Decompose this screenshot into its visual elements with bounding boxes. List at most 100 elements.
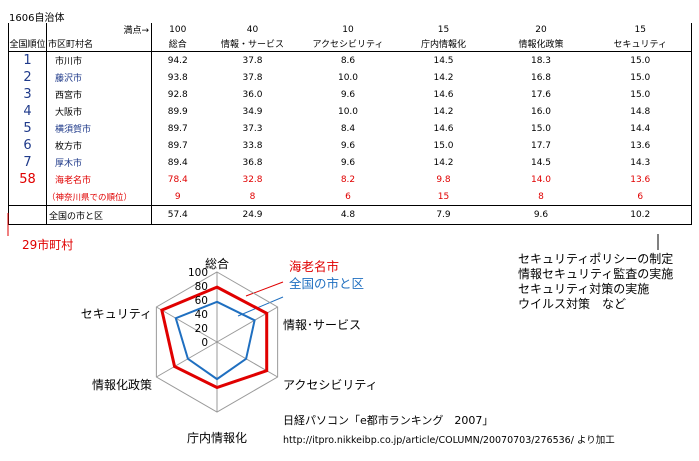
- value-cell: 36.0: [242, 89, 263, 100]
- value-cell: 93.8: [167, 72, 188, 83]
- value-cell: 33.8: [242, 140, 263, 151]
- value-cell: 37.8: [242, 55, 263, 66]
- value-cell: 14.2: [433, 157, 454, 168]
- radar-grid: [155, 271, 279, 413]
- value-cell: 7.9: [394, 205, 493, 225]
- value-cell: 14.4: [589, 120, 692, 137]
- city-name: 厚木市: [46, 154, 152, 171]
- table-row: 6 枚方市 89.7 33.8 9.6 15.0 17.7 13.6: [8, 137, 692, 154]
- value-cell: 6: [345, 191, 351, 202]
- value-cell: 10.2: [589, 205, 692, 225]
- city-name: 西宮市: [46, 86, 152, 103]
- value-cell: 92.8: [167, 89, 188, 100]
- axis-label: セキュリティ: [81, 307, 152, 321]
- caption: 1606自治体: [9, 13, 65, 24]
- value-cell: 89.9: [167, 106, 188, 117]
- value-cell: 9.8: [436, 174, 451, 185]
- value-cell: 15.0: [589, 51, 692, 69]
- value-cell: 9.6: [340, 140, 356, 151]
- value-cell: 89.7: [167, 123, 188, 134]
- value-cell: 14.0: [530, 174, 552, 185]
- tick-label: 80: [195, 281, 208, 293]
- value-cell: 16.0: [530, 106, 552, 117]
- legend-national: 全国の市と区: [289, 276, 365, 291]
- ranking-table: 満点→ 100 40 10 15 20 15 全国順位 市区町村名 総合 情報・…: [8, 23, 692, 225]
- value-cell: 15.0: [433, 140, 454, 151]
- max-point: 100: [169, 24, 187, 35]
- city-name: 大阪市: [46, 103, 152, 120]
- city-name: 枚方市: [46, 137, 152, 154]
- column-header: アクセシビリティ: [301, 36, 395, 52]
- radar-spoke: [216, 306, 278, 343]
- rank-cell: 5: [8, 120, 47, 137]
- radar-series-0: [160, 285, 269, 390]
- axis-label: 庁内情報化: [187, 431, 247, 445]
- tick-label: 40: [195, 309, 208, 321]
- value-cell: 14.8: [589, 103, 692, 120]
- axis-label: 総合: [205, 256, 229, 271]
- value-cell: 17.7: [530, 140, 552, 151]
- column-header: 総合: [151, 36, 204, 52]
- rank-cell: 6: [8, 137, 47, 154]
- column-header: 情報・サービス: [203, 36, 302, 52]
- value-cell: 14.5: [433, 55, 454, 66]
- column-header: 情報化政策: [492, 36, 590, 52]
- value-cell: 6: [589, 188, 692, 206]
- value-cell: 9.6: [340, 157, 356, 168]
- axis-label: 情報化政策: [92, 378, 152, 392]
- rank-cell: 7: [8, 154, 47, 171]
- value-cell: 15.0: [530, 123, 552, 134]
- rank-cell: 1: [8, 51, 47, 69]
- radar-tick-labels: 0 20 40 60 80 100: [188, 267, 208, 349]
- rank-cell: 3: [8, 86, 47, 103]
- table-row: 1 市川市 94.2 37.8 8.6 14.5 18.3 15.0: [8, 51, 692, 69]
- security-note: ウイルス対策 など: [518, 297, 627, 311]
- max-points-row: 満点→ 100 40 10 15 20 15: [8, 23, 692, 36]
- table-row: 2 藤沢市 93.8 37.8 10.0 14.2 16.8 15.0: [8, 69, 692, 86]
- security-note: セキュリティポリシーの制定: [518, 252, 674, 266]
- rank-cell: 58: [8, 171, 47, 188]
- radar-spoke: [156, 341, 218, 378]
- radar-series: [160, 285, 269, 390]
- prefecture-rank-row: （神奈川県での順位） 9 8 6 15 8 6: [8, 188, 692, 206]
- value-cell: 13.6: [589, 171, 692, 188]
- credit: 日経パソコン「e都市ランキング 2007」: [283, 414, 494, 427]
- security-note: 情報セキュリティ監査の実施: [518, 267, 674, 281]
- max-point: 20: [535, 24, 547, 35]
- value-cell: 37.3: [242, 123, 263, 134]
- max-point: 40: [246, 24, 259, 35]
- value-cell: 14.6: [433, 89, 454, 100]
- value-cell: 4.8: [301, 205, 395, 225]
- tick-label: 0: [201, 337, 208, 349]
- value-cell: 8: [249, 191, 256, 202]
- value-cell: 8.4: [340, 123, 356, 134]
- value-cell: 14.2: [433, 72, 454, 83]
- value-cell: 34.9: [242, 106, 263, 117]
- value-cell: 37.8: [242, 72, 263, 83]
- value-cell: 24.9: [203, 205, 302, 225]
- security-note: セキュリティ対策の実施: [518, 282, 650, 296]
- annotation-29: 29市町村: [22, 238, 74, 252]
- axis-label: アクセシビリティ: [283, 378, 378, 392]
- rank-cell: 4: [8, 103, 47, 120]
- value-cell: 18.3: [530, 55, 552, 66]
- value-cell: 78.4: [167, 174, 188, 185]
- value-cell: 14.3: [589, 154, 692, 171]
- points-label: 満点→: [46, 23, 152, 36]
- table-row-highlight: 58 海老名市 78.4 32.8 8.2 9.8 14.0 13.6: [8, 171, 692, 188]
- column-header: 全国順位: [8, 36, 47, 52]
- column-header: セキュリティ: [589, 36, 692, 52]
- tick-label: 60: [195, 295, 208, 307]
- table-row: 3 西宮市 92.8 36.0 9.6 14.6 17.6 15.0: [8, 86, 692, 103]
- table-row: 4 大阪市 89.9 34.9 10.0 14.2 16.0 14.8: [8, 103, 692, 120]
- column-header: 庁内情報化: [394, 36, 493, 52]
- value-cell: 17.6: [530, 89, 552, 100]
- value-cell: 8: [538, 191, 544, 202]
- max-point: 15: [437, 24, 450, 35]
- tick-label: 100: [188, 267, 208, 279]
- value-cell: 57.4: [151, 205, 204, 225]
- axis-label: 情報･サービス: [283, 318, 361, 332]
- value-cell: 10.0: [337, 72, 359, 83]
- national-average-row: 全国の市と区 57.4 24.9 4.8 7.9 9.6 10.2: [8, 205, 692, 225]
